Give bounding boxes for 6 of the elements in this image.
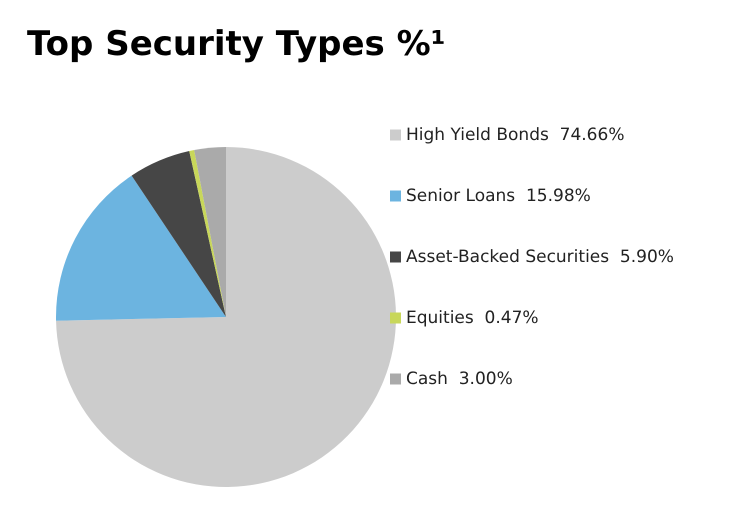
legend-label: High Yield Bonds 74.66% xyxy=(406,125,624,145)
legend-label: Senior Loans 15.98% xyxy=(406,186,591,206)
legend-label: Equities 0.47% xyxy=(406,308,539,328)
legend-label: Asset-Backed Securities 5.90% xyxy=(406,247,674,267)
legend-label: Cash 3.00% xyxy=(406,369,513,389)
chart-title: Top Security Types %¹ xyxy=(27,24,446,64)
